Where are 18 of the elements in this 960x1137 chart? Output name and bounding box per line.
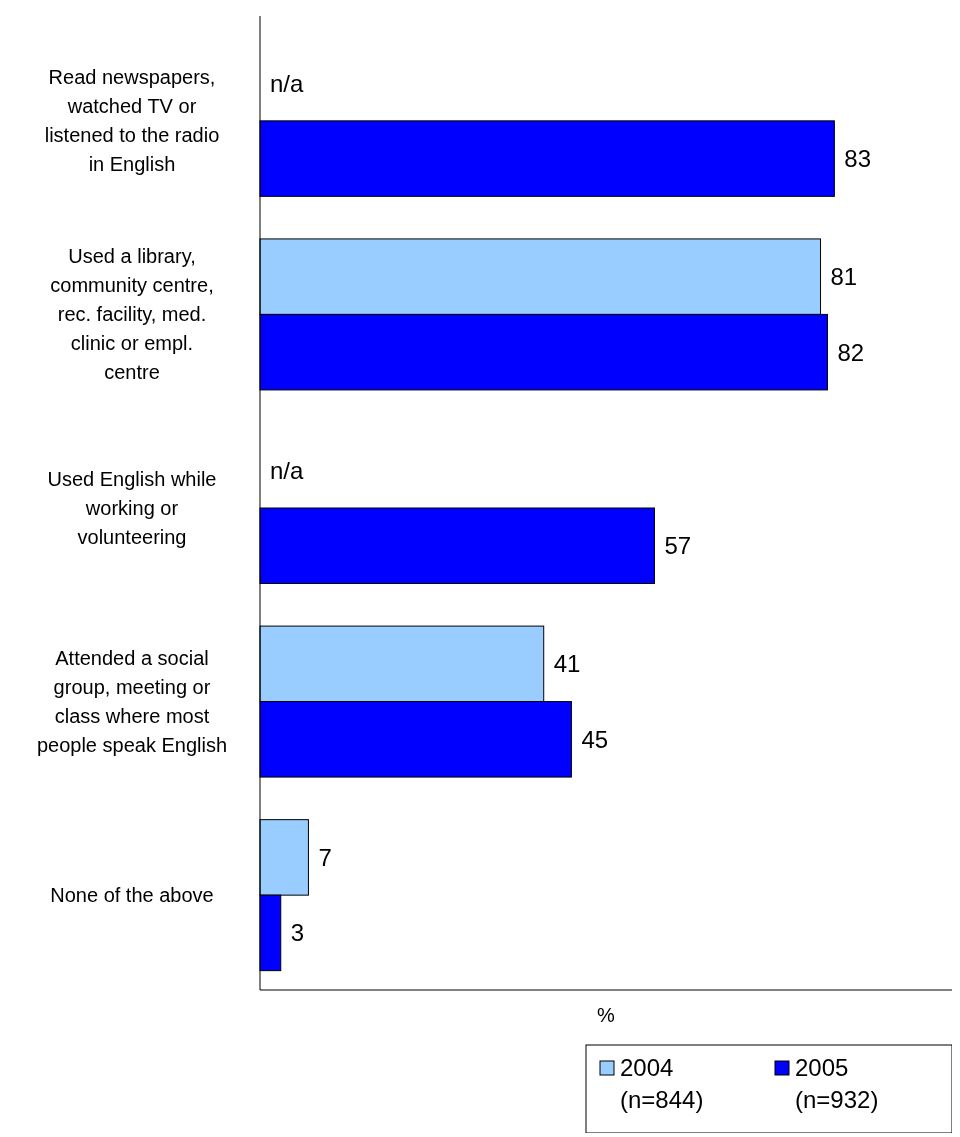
text: n/a: [270, 456, 304, 484]
text: n/a: [270, 69, 304, 97]
data-label: 57: [664, 532, 692, 560]
y-tick-label: Used English while working or volunteering: [47, 468, 217, 548]
y-tick-label: Attended a social group, meeting or class where most people speak English: [36, 647, 228, 757]
legend-label: 2004 (n=844): [620, 1054, 704, 1113]
data-label: 45: [581, 725, 609, 753]
legend-label: 2005 (n=932): [795, 1054, 879, 1113]
data-label: 3: [290, 919, 305, 947]
data-label: 82: [837, 338, 865, 366]
data-label: 7: [318, 843, 332, 871]
y-tick-label: None of the above: [50, 884, 214, 907]
y-tick-label: Used a library, community centre, rec. facility, med. clinic or empl. centre: [50, 245, 214, 384]
data-label: 83: [844, 145, 872, 173]
data-label: 81: [830, 263, 858, 291]
data-label: 41: [553, 650, 581, 678]
y-tick-label: Read newspapers, watched TV or listened to the radio in English: [44, 66, 220, 176]
x-axis-title: %: [597, 1004, 616, 1026]
